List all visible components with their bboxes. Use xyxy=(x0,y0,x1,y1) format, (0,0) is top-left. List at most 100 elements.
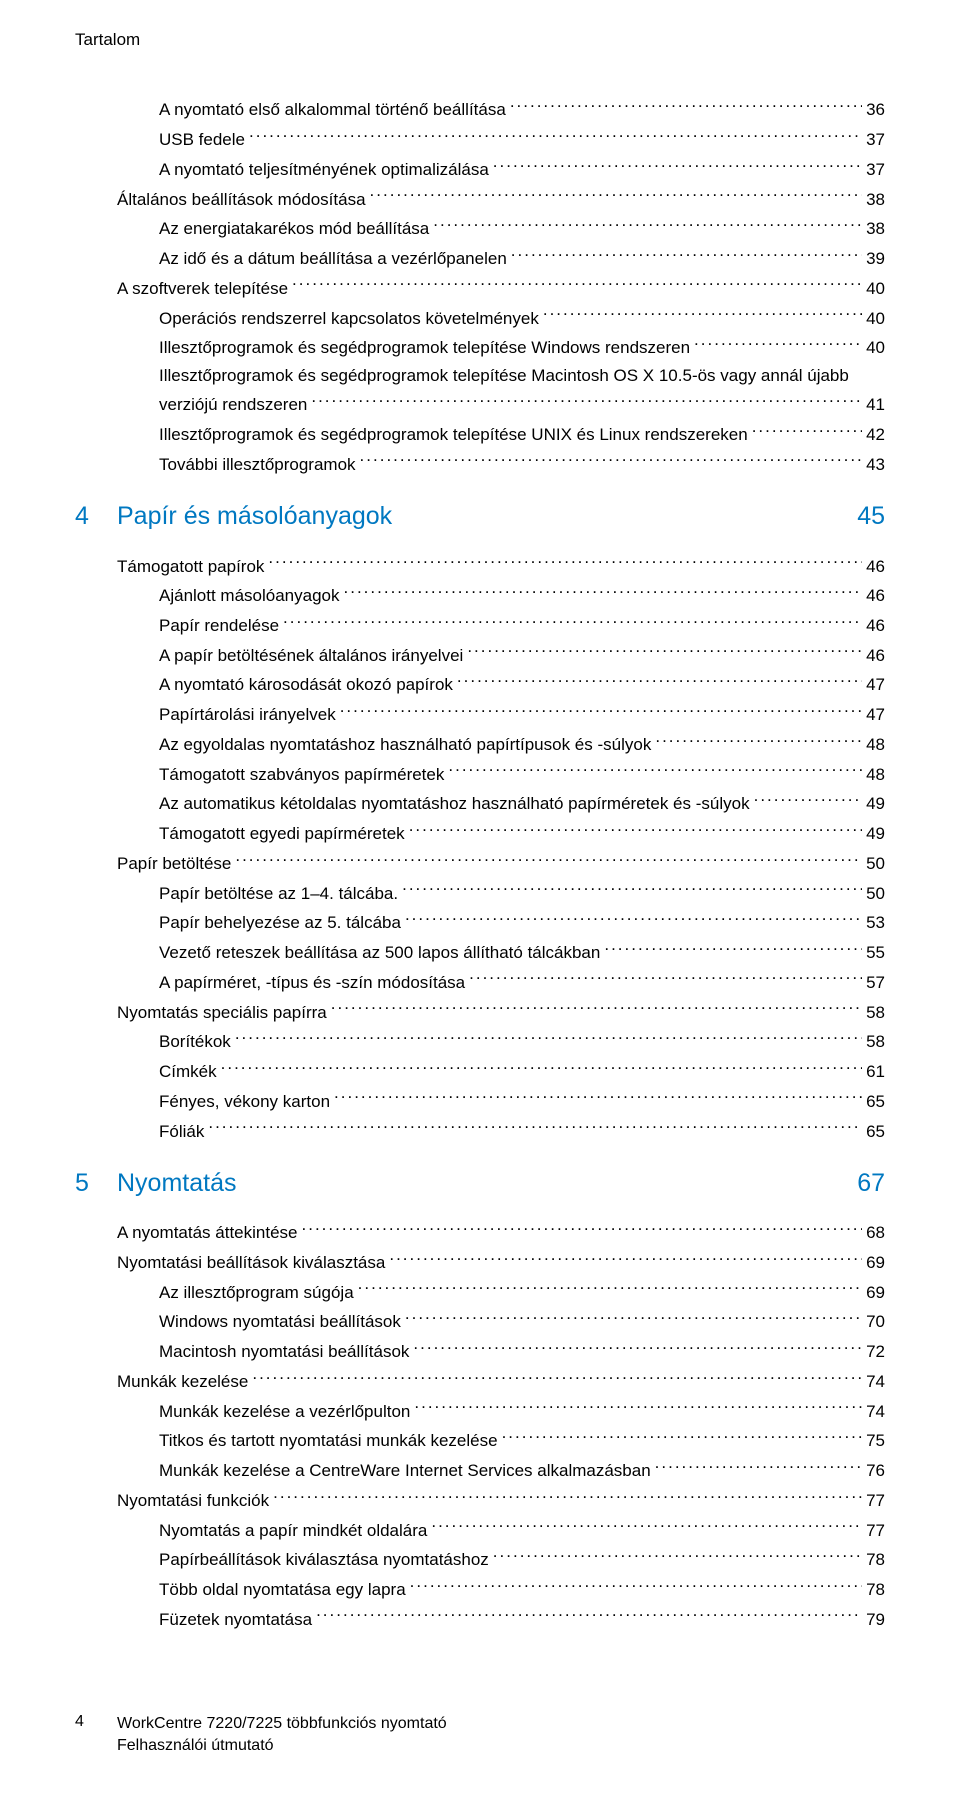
toc-page: 49 xyxy=(866,791,885,817)
toc-page: 40 xyxy=(866,335,885,361)
toc-leader xyxy=(502,1426,863,1446)
toc-label: Papír betöltése xyxy=(117,851,231,877)
toc-page: 77 xyxy=(866,1488,885,1514)
toc-leader xyxy=(370,184,863,204)
toc-page: 58 xyxy=(866,1000,885,1026)
toc-page: 46 xyxy=(866,613,885,639)
toc-page: 74 xyxy=(866,1369,885,1395)
toc-leader xyxy=(410,1575,862,1595)
toc-page: 49 xyxy=(866,821,885,847)
toc-page: 48 xyxy=(866,732,885,758)
toc-page: 43 xyxy=(866,452,885,478)
page-footer: 4 WorkCentre 7220/7225 többfunkciós nyom… xyxy=(75,1713,885,1756)
toc-page: 46 xyxy=(866,643,885,669)
toc-label: Általános beállítások módosítása xyxy=(117,187,366,213)
toc-label: A nyomtatás áttekintése xyxy=(117,1220,298,1246)
toc-page: 40 xyxy=(866,276,885,302)
toc-entry: Papír betöltése az 1–4. tálcába.50 xyxy=(75,878,885,907)
section-page: 45 xyxy=(857,502,885,531)
toc-label: Nyomtatás a papír mindkét oldalára xyxy=(159,1518,427,1544)
toc-leader xyxy=(249,125,862,145)
toc-leader xyxy=(543,303,862,323)
toc-leader xyxy=(316,1604,862,1624)
toc-page: 47 xyxy=(866,702,885,728)
section-page: 67 xyxy=(857,1169,885,1198)
toc-leader xyxy=(414,1396,862,1416)
toc-label: Nyomtatási beállítások kiválasztása xyxy=(117,1250,385,1276)
footer-page-number: 4 xyxy=(75,1713,117,1731)
toc-entry: Több oldal nyomtatása egy lapra78 xyxy=(75,1575,885,1604)
toc-entry: Nyomtatási funkciók 77 xyxy=(75,1485,885,1514)
toc-entry: A papír betöltésének általános irányelve… xyxy=(75,640,885,669)
toc-label: Illesztőprogramok és segédprogramok tele… xyxy=(159,363,849,389)
toc-page: 78 xyxy=(866,1547,885,1573)
toc-label: Támogatott papírok xyxy=(117,554,264,580)
footer-text: WorkCentre 7220/7225 többfunkciós nyomta… xyxy=(117,1713,447,1756)
toc-label: Operációs rendszerrel kapcsolatos követe… xyxy=(159,306,539,332)
toc-leader xyxy=(252,1367,862,1387)
toc-entry: Operációs rendszerrel kapcsolatos követe… xyxy=(75,303,885,332)
toc-entry-cont: verziójú rendszeren 41 xyxy=(75,390,885,419)
toc-entry: Borítékok58 xyxy=(75,1027,885,1056)
toc-label: Illesztőprogramok és segédprogramok tele… xyxy=(159,335,690,361)
toc-label: A szoftverek telepítése xyxy=(117,276,288,302)
toc-leader xyxy=(283,611,862,631)
footer-line1: WorkCentre 7220/7225 többfunkciós nyomta… xyxy=(117,1715,447,1732)
toc-page: 70 xyxy=(866,1309,885,1335)
toc-page: 46 xyxy=(866,583,885,609)
toc-entry: Illesztőprogramok és segédprogramok tele… xyxy=(75,333,885,362)
toc-label: Támogatott szabványos papírméretek xyxy=(159,762,444,788)
toc-entry: Papír betöltése50 xyxy=(75,849,885,878)
toc-label: Papír rendelése xyxy=(159,613,279,639)
toc-leader xyxy=(604,938,862,958)
toc-entry: Vezető reteszek beállítása az 500 lapos … xyxy=(75,938,885,967)
toc-entry: Általános beállítások módosítása38 xyxy=(75,184,885,213)
toc-page: 72 xyxy=(866,1339,885,1365)
toc-leader xyxy=(469,967,862,987)
toc-leader xyxy=(511,244,862,264)
toc-label: verziójú rendszeren xyxy=(159,392,307,418)
toc-page: 42 xyxy=(866,422,885,448)
toc-label: A papírméret, -típus és -szín módosítása xyxy=(159,970,465,996)
toc-entry: Macintosh nyomtatási beállítások72 xyxy=(75,1337,885,1366)
toc-page: 65 xyxy=(866,1089,885,1115)
toc-page: 37 xyxy=(866,127,885,153)
toc-entry: Nyomtatás speciális papírra 58 xyxy=(75,997,885,1026)
toc-label: Füzetek nyomtatása xyxy=(159,1607,312,1633)
section-number: 5 xyxy=(75,1169,117,1198)
toc-page: 74 xyxy=(866,1399,885,1425)
toc-page: 37 xyxy=(866,157,885,183)
toc-entry: Windows nyomtatási beállítások70 xyxy=(75,1307,885,1336)
toc-label: Nyomtatás speciális papírra xyxy=(117,1000,327,1026)
toc-entry: További illesztőprogramok43 xyxy=(75,449,885,478)
toc-entry: A szoftverek telepítése 40 xyxy=(75,273,885,302)
section-title: Papír és másolóanyagok xyxy=(117,502,857,531)
toc-entry: Munkák kezelése a vezérlőpulton74 xyxy=(75,1396,885,1425)
toc-leader xyxy=(457,670,862,690)
toc-page: 75 xyxy=(866,1428,885,1454)
toc-leader xyxy=(448,759,862,779)
toc-entry: Papír behelyezése az 5. tálcába53 xyxy=(75,908,885,937)
toc-leader xyxy=(344,581,863,601)
toc-leader xyxy=(655,730,862,750)
toc-page: 76 xyxy=(866,1458,885,1484)
toc-page: 58 xyxy=(866,1029,885,1055)
toc-entry: Címkék61 xyxy=(75,1057,885,1086)
toc-leader xyxy=(331,997,862,1017)
toc-section: 5Nyomtatás67 xyxy=(75,1169,885,1198)
toc-entry: A papírméret, -típus és -szín módosítása… xyxy=(75,967,885,996)
toc-page: 50 xyxy=(866,881,885,907)
toc-entry: A nyomtató első alkalommal történő beáll… xyxy=(75,95,885,124)
toc-label: Nyomtatási funkciók xyxy=(117,1488,269,1514)
toc-entry: Papír rendelése 46 xyxy=(75,611,885,640)
toc-label: Az automatikus kétoldalas nyomtatáshoz h… xyxy=(159,791,750,817)
toc-leader xyxy=(510,95,862,115)
toc-page: 46 xyxy=(866,554,885,580)
toc-entry: Az energiatakarékos mód beállítása38 xyxy=(75,214,885,243)
toc-page: 41 xyxy=(866,392,885,418)
toc-entry: Támogatott egyedi papírméretek49 xyxy=(75,819,885,848)
page-header: Tartalom xyxy=(75,30,885,50)
toc-entry: Illesztőprogramok és segédprogramok tele… xyxy=(75,420,885,449)
toc-entry: Fóliák65 xyxy=(75,1116,885,1145)
toc-entry: A nyomtató károsodását okozó papírok47 xyxy=(75,670,885,699)
